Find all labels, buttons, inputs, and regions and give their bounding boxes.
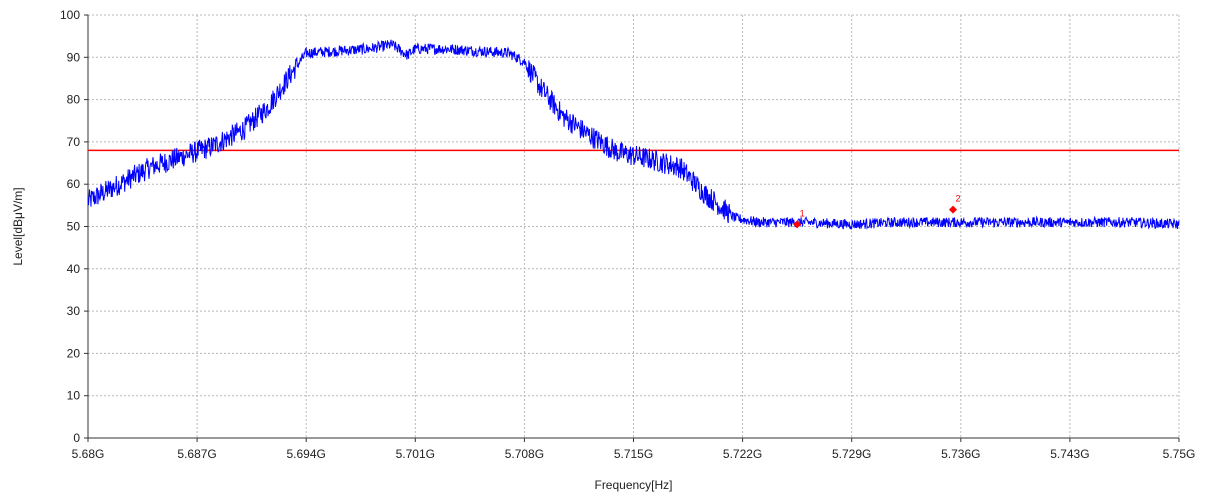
x-tick-label: 5.687G bbox=[177, 447, 216, 461]
y-tick-label: 60 bbox=[67, 177, 81, 191]
x-tick-label: 5.729G bbox=[832, 447, 871, 461]
marker-2 bbox=[949, 205, 958, 214]
x-tick-label: 5.75G bbox=[1163, 447, 1196, 461]
grid bbox=[88, 14, 1180, 438]
plot-area: 12 bbox=[87, 39, 1180, 231]
y-axis-title: Level[dBμV/m] bbox=[11, 187, 25, 265]
y-tick-label: 40 bbox=[67, 262, 81, 276]
y-tick-label: 80 bbox=[67, 93, 81, 107]
y-tick-label: 0 bbox=[73, 431, 80, 445]
x-tick-label: 5.694G bbox=[287, 447, 326, 461]
marker-1 bbox=[793, 220, 802, 229]
x-tick-label: 5.701G bbox=[396, 447, 435, 461]
tick-labels: 0 10 20 30 40 50 60 70 80 90 100 5.68G 5.687G 5.694G 5… bbox=[60, 8, 1195, 461]
y-tick-label: 50 bbox=[67, 220, 81, 234]
x-tick-label: 5.736G bbox=[941, 447, 980, 461]
y-tick-label: 30 bbox=[67, 304, 81, 318]
y-tick-label: 10 bbox=[67, 389, 81, 403]
y-tick-label: 100 bbox=[60, 8, 80, 22]
axes bbox=[84, 14, 1180, 442]
x-tick-label: 5.743G bbox=[1050, 447, 1089, 461]
x-tick-label: 5.708G bbox=[505, 447, 544, 461]
marker-label: 2 bbox=[955, 194, 960, 204]
x-tick-label: 5.722G bbox=[723, 447, 762, 461]
x-axis-title: Frequency[Hz] bbox=[594, 478, 672, 492]
y-tick-label: 20 bbox=[67, 346, 81, 360]
marker-label: 1 bbox=[800, 208, 805, 218]
x-tick-label: 5.68G bbox=[72, 447, 105, 461]
y-tick-label: 70 bbox=[67, 135, 81, 149]
y-tick-label: 90 bbox=[67, 50, 81, 64]
x-tick-label: 5.715G bbox=[614, 447, 653, 461]
spectrum-trace bbox=[87, 39, 1180, 231]
